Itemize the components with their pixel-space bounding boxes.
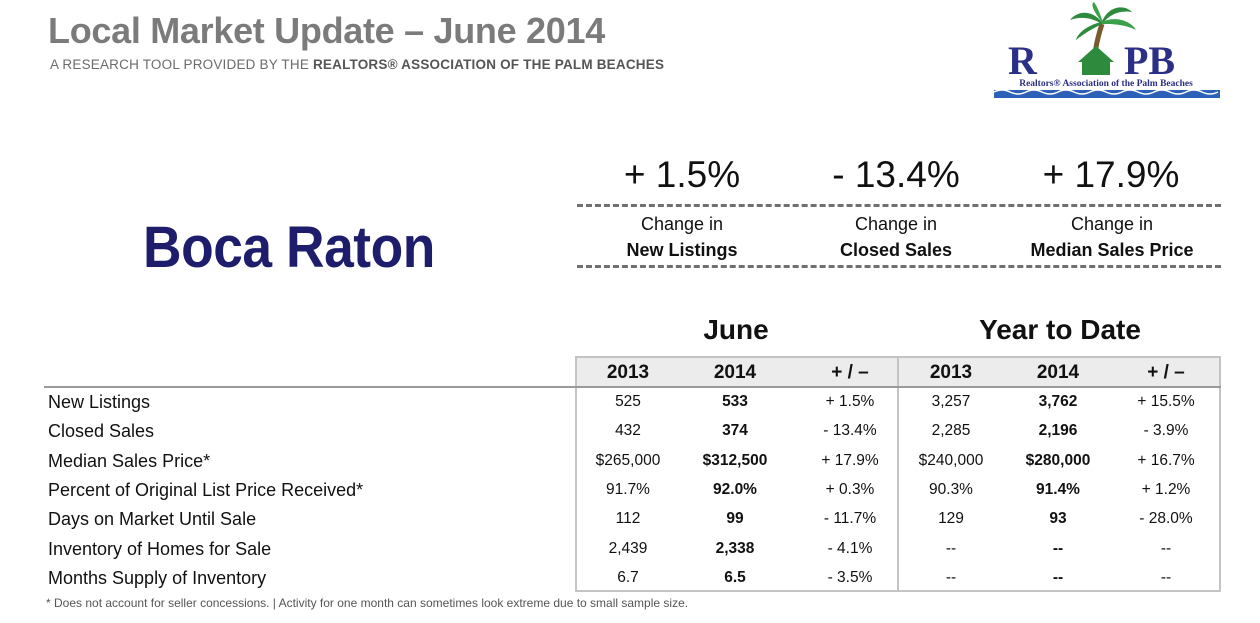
column-header-0: 2013 <box>606 362 650 383</box>
subtitle-prefix: A RESEARCH TOOL PROVIDED BY THE <box>50 57 313 72</box>
kpi-new-listings-label1: Change in <box>640 214 724 234</box>
table-cell: $312,500 <box>702 451 768 469</box>
table-cell: 2,196 <box>1038 422 1078 440</box>
table-cell: 2,285 <box>931 422 971 440</box>
subtitle-association: REALTORS® ASSOCIATION OF THE PALM BEACHE… <box>312 57 665 72</box>
row-label: New Listings <box>48 392 151 412</box>
kpi-closed-sales-label1: Change in <box>854 214 938 234</box>
kpi-new-listings-label2: New Listings <box>626 240 738 260</box>
table-cell: - 3.9% <box>1143 422 1189 440</box>
table-cell: -- <box>945 568 957 586</box>
page-title: Local Market Update – June 2014 <box>48 10 605 51</box>
column-header-2: + / – <box>831 362 869 383</box>
logo-caption: Realtors® Association of the Palm Beache… <box>1019 78 1193 89</box>
table-cell: + 15.5% <box>1137 393 1195 410</box>
table-cell: 3,762 <box>1038 393 1078 410</box>
table-cell: 91.4% <box>1036 480 1080 498</box>
table-cell: 2,439 <box>608 539 648 557</box>
table-cell: + 0.3% <box>825 480 875 498</box>
table-cell: $240,000 <box>918 451 984 469</box>
row-label: Inventory of Homes for Sale <box>48 538 272 559</box>
table-cell: - 3.5% <box>827 568 873 586</box>
table-cell: - 11.7% <box>823 510 877 528</box>
table-cell: -- <box>1052 568 1064 586</box>
page-subtitle: A RESEARCH TOOL PROVIDED BY THE REALTORS… <box>50 57 664 72</box>
kpi-divider-top <box>577 204 1221 207</box>
table-cell: + 17.9% <box>821 451 879 469</box>
table-cell: 2,338 <box>715 539 755 557</box>
column-header-3: 2013 <box>929 362 973 383</box>
kpi-closed-sales-pct: - 13.4% <box>832 154 960 195</box>
kpi-median-price-label2: Median Sales Price <box>1030 240 1194 260</box>
column-header-5: + / – <box>1147 362 1185 383</box>
table-cell: 112 <box>615 510 641 528</box>
table-cell: - 4.1% <box>827 539 873 557</box>
table-cell: $280,000 <box>1025 451 1091 469</box>
table-cell: -- <box>1160 539 1172 557</box>
row-label: Months Supply of Inventory <box>48 567 267 588</box>
row-label: Closed Sales <box>48 421 155 442</box>
table-cell: 533 <box>722 393 748 410</box>
table-group-divider <box>897 356 899 592</box>
palm-tree-logo-icon: R PB Realtors® Association of the Palm B… <box>993 2 1220 98</box>
table-cell: $265,000 <box>595 451 661 469</box>
row-label: Median Sales Price* <box>48 450 211 471</box>
rapb-logo: R PB Realtors® Association of the Palm B… <box>990 2 1222 100</box>
table-cell: 90.3% <box>929 480 973 498</box>
city-name: Boca Raton <box>143 215 435 280</box>
table-cell: -- <box>1160 568 1172 586</box>
footnote: * Does not account for seller concession… <box>46 596 689 610</box>
row-label: Percent of Original List Price Received* <box>48 479 364 500</box>
table-cell: 3,257 <box>931 393 971 410</box>
table-cell: 6.5 <box>724 568 746 586</box>
table-cell: 99 <box>726 510 744 528</box>
table-cell: 525 <box>615 393 641 410</box>
table-cell: 432 <box>615 422 641 440</box>
table-cell: 374 <box>722 422 748 440</box>
table-cell: 91.7% <box>606 480 650 498</box>
kpi-closed-sales-label2: Closed Sales <box>839 240 953 260</box>
table-cell: + 1.2% <box>1141 480 1191 498</box>
table-cell: -- <box>1052 539 1064 557</box>
kpi-median-price-pct: + 17.9% <box>1042 154 1180 195</box>
group-header-june: June <box>703 314 769 345</box>
table-cell: 129 <box>938 510 964 528</box>
kpi-median-price-label1: Change in <box>1070 214 1154 234</box>
column-header-4: 2014 <box>1036 362 1080 383</box>
group-header-ytd: Year to Date <box>979 314 1141 345</box>
table-cell: 6.7 <box>617 568 639 586</box>
logo-letters: R <box>1008 38 1038 83</box>
column-header-1: 2014 <box>713 362 757 383</box>
table-cell: 93 <box>1049 510 1067 528</box>
row-label: Days on Market Until Sale <box>48 509 257 530</box>
table-cell: + 16.7% <box>1137 451 1195 469</box>
svg-text:PB: PB <box>1124 38 1175 83</box>
kpi-new-listings-pct: + 1.5% <box>623 154 741 195</box>
table-cell: + 1.5% <box>825 393 875 410</box>
kpi-divider-bottom <box>577 265 1221 268</box>
table-cell: - 28.0% <box>1139 510 1193 528</box>
table-header-rule <box>44 386 1221 388</box>
table-cell: - 13.4% <box>823 422 877 440</box>
table-cell: 92.0% <box>713 480 757 498</box>
table-cell: -- <box>945 539 957 557</box>
